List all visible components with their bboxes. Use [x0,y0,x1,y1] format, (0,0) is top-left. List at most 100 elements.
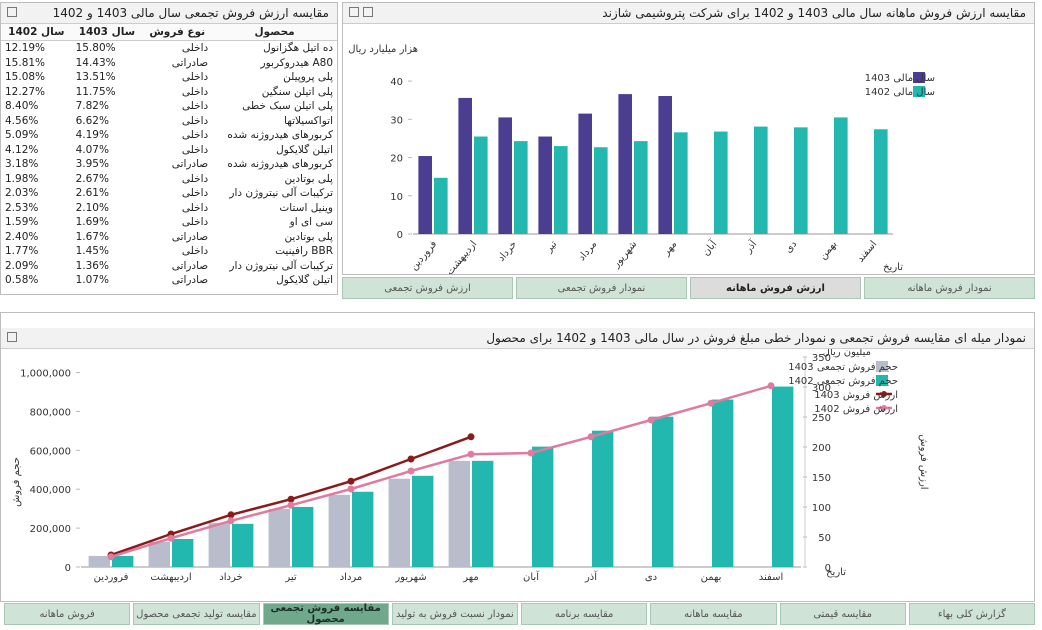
table-row: اتیلن گلایکول داخلی 4.07% 4.12% [1,143,337,158]
line-point [287,495,295,503]
tab[interactable]: نمودار فروش ماهانه [864,277,1035,299]
line-point [167,534,175,542]
bar [578,113,592,234]
y-tick-label: 800,000 [30,407,71,418]
x-tick-label: شهریور [394,572,426,583]
bar [292,506,314,567]
tab[interactable]: گزارش کلی بهاء [908,603,1035,625]
y-axis-title: هزار میلیارد ریال [348,44,418,55]
bar [418,156,432,234]
bar [112,555,134,567]
table-row: کربورهای هیدروژنه شده صادراتی 3.95% 3.18% [1,157,337,172]
table-cell: 1.98% [5,172,39,185]
table-cell: داخلی [181,71,209,84]
x-tick-label: اردیبهشت [444,239,479,274]
legend-label: حجم فروش تجمعی 1402 [788,376,898,387]
table-row: BBR رافینیت داخلی 1.45% 1.77% [1,244,337,259]
bar [434,177,448,234]
bar [474,136,488,234]
bar [148,541,170,567]
legend-label: ارزش فروش 1403 [814,390,898,401]
table-cell: صادراتی [171,230,209,243]
top-tabs: نمودار فروش ماهانه ارزش فروش ماهانه نمودار… [342,277,1035,299]
y-tick-label: 1,000,000 [20,369,71,380]
table-cell: داخلی [181,100,209,113]
bar [268,508,290,567]
table-row: سی ای او داخلی 1.69% 1.59% [1,215,337,230]
table-cell: پلی اتیلن سبک خطی [242,100,333,113]
x-tick-label: تیر [543,239,559,256]
chart: 0 200,000 400,000 600,000 800,000 1,000,000 0 5… [11,347,929,583]
x-tick-label: اسفند [759,572,783,583]
legend-swatch [876,361,888,372]
y2-tick-label: 0 [825,563,831,574]
table-cell: 8.40% [5,100,39,113]
x-tick-label: آبان [523,570,540,583]
table-cell: 12.27% [5,85,46,98]
line-point [407,467,415,475]
x-tick-label: مهر [462,572,478,583]
bar [388,478,410,567]
bar [514,141,528,234]
tab[interactable]: نمودار نسبت فروش به تولید [391,603,518,625]
bar [772,386,794,567]
bar [88,555,110,567]
line-point [347,477,355,485]
table-row: پلی بوتادین صادراتی 1.67% 2.40% [1,230,337,245]
x-tick-label: فروردین [94,572,129,583]
tab[interactable]: مقایسه ماهانه [650,603,777,625]
bar [634,141,648,234]
y2-tick-label: 50 [818,533,831,544]
tab[interactable]: ارزش فروش ماهانه [690,277,861,299]
table-cell: 3.95% [75,158,109,171]
line [110,384,772,558]
line-point [467,433,475,441]
x-tick-label: بهمن [818,239,840,262]
table-cell: داخلی [181,187,209,200]
line-point [347,485,355,493]
tab[interactable]: مقایسه فروش تجمعی محصول [262,603,389,625]
table-row: وینیل استات داخلی 2.10% 2.53% [1,201,337,216]
table-row: پلی بوتادین داخلی 2.67% 1.98% [1,172,337,187]
y-tick-label: 0 [397,230,403,241]
bar [594,147,608,234]
table-row: اتواکسیلاتها داخلی 6.62% 4.56% [1,114,337,129]
tab[interactable]: مقایسه برنامه [521,603,648,625]
line-point [707,399,715,407]
line-point [227,511,235,519]
line-point [527,449,535,457]
x-tick-label: دی [645,572,657,583]
chart: 0 10 20 30 40 هزار میلیارد ریال تاریخ فروردین ار… [348,44,935,274]
cumulative-chart-panel: نمودار میله ای مقایسه فروش تجمعی و نمودا… [0,312,1035,602]
table-cell: داخلی [181,42,209,55]
table-cell: 1.69% [75,216,109,229]
y2-axis-title: ارزش فروش [918,434,929,489]
y2-tick-label: 200 [812,443,831,454]
table-cell: اتیلن گلایکول [276,274,333,287]
bar [592,430,614,567]
tab[interactable]: نمودار فروش تجمعی [516,277,687,299]
tab[interactable]: مقایسه قیمتی [779,603,906,625]
bar [328,494,350,567]
tab[interactable]: فروش ماهانه [4,603,131,625]
table-cell: داخلی [181,114,209,127]
panel-header: نمودار میله ای مقایسه فروش تجمعی و نمودا… [1,328,1034,349]
table-cell: 1.36% [75,259,109,272]
x-axis-title: تاریخ [883,262,903,273]
monthly-chart-panel: مقایسه ارزش فروش ماهانه سال مالی 1403 و … [342,2,1035,275]
x-tick-label: بهمن [701,572,722,583]
bar [498,117,512,234]
table-cell: داخلی [181,216,209,229]
tab[interactable]: مقایسه تولید تجمعی محصول [133,603,260,625]
bar [794,127,808,234]
tab[interactable]: ارزش فروش تجمعی [342,277,513,299]
table-cell: 2.03% [5,187,39,200]
table-cell: پلی اتیلن سنگین [261,85,333,98]
x-axis-title: تاریخ [826,567,846,578]
x-tick-label: مهر [660,239,679,259]
table-cell: 6.62% [75,114,109,127]
table-cell: 11.75% [75,85,116,98]
table-cell: پلی بوتادین [284,230,333,243]
table-cell: 0.58% [5,274,39,287]
table-cell: 2.53% [5,201,39,214]
